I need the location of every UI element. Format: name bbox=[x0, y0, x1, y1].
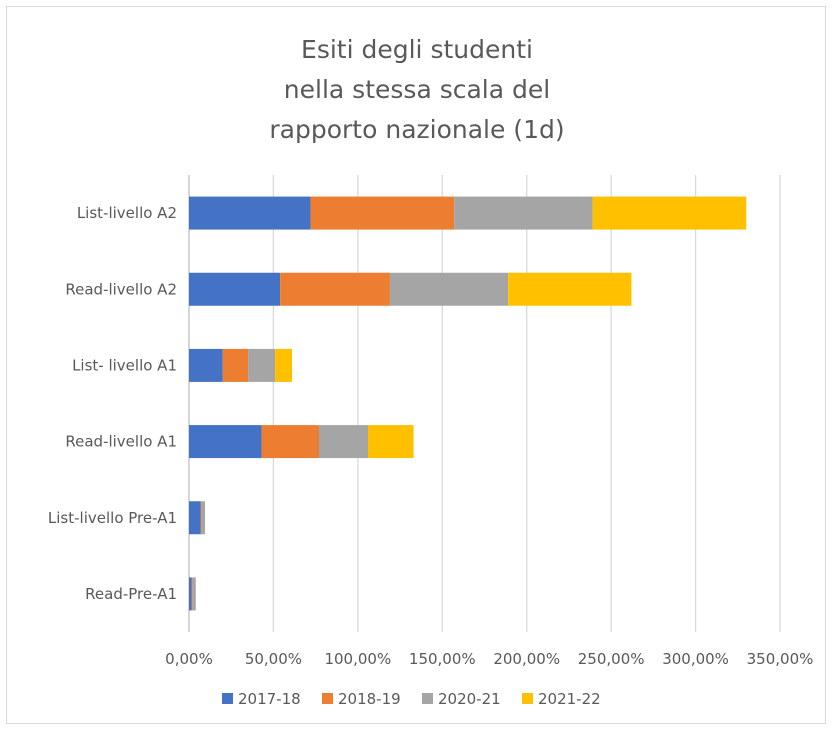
bar-segment bbox=[189, 272, 281, 306]
bar-segment bbox=[389, 272, 509, 306]
gridlines bbox=[188, 175, 781, 632]
bar-segment bbox=[275, 348, 293, 382]
legend-swatch bbox=[322, 693, 333, 704]
chart-title-line-3: rapporto nazionale (1d) bbox=[269, 115, 565, 144]
chart-title-line-1: Esiti degli studenti bbox=[301, 35, 533, 64]
bar-segment bbox=[189, 348, 223, 382]
category-label: List- livello A1 bbox=[72, 356, 177, 374]
bar-segment bbox=[192, 577, 196, 611]
category-label: List-livello A2 bbox=[77, 204, 177, 222]
bars bbox=[189, 196, 747, 611]
bar-segment bbox=[319, 425, 368, 459]
bar-segment bbox=[508, 272, 632, 306]
category-label: Read-Pre-A1 bbox=[85, 585, 177, 603]
bar-segment bbox=[191, 577, 193, 611]
x-tick-label: 150,00% bbox=[409, 650, 476, 668]
chart-title-line-2: nella stessa scala del bbox=[283, 75, 551, 104]
legend-label: 2017-18 bbox=[238, 690, 301, 708]
bar-segment bbox=[248, 348, 276, 382]
legend-label: 2018-19 bbox=[338, 690, 401, 708]
category-label: Read-livello A1 bbox=[65, 433, 177, 451]
x-tick-label: 100,00% bbox=[324, 650, 391, 668]
x-tick-label: 0,00% bbox=[165, 650, 213, 668]
chart-title: Esiti degli studenti nella stessa scala … bbox=[0, 30, 834, 150]
bar-segment bbox=[189, 425, 262, 459]
x-tick-label: 50,00% bbox=[245, 650, 302, 668]
bar-segment bbox=[222, 348, 249, 382]
x-tick-label: 250,00% bbox=[578, 650, 645, 668]
bar-segment bbox=[592, 196, 747, 230]
chart-frame bbox=[6, 6, 826, 724]
category-label: Read-livello A2 bbox=[65, 280, 177, 298]
legend-label: 2021-22 bbox=[538, 690, 601, 708]
bar-segment bbox=[189, 577, 192, 611]
bar-segment bbox=[454, 196, 593, 230]
bar-segment bbox=[261, 425, 320, 459]
legend-swatch bbox=[522, 693, 533, 704]
category-labels: List-livello A2 Read-livello A2 List- live… bbox=[48, 204, 177, 603]
category-label: List-livello Pre-A1 bbox=[48, 509, 177, 527]
bar-segment bbox=[367, 425, 414, 459]
x-tick-labels: 0,00% 50,00% 100,00% 150,00% 200,00% 250,00% 3… bbox=[165, 650, 813, 668]
bar-segment bbox=[280, 272, 390, 306]
legend-swatch bbox=[422, 693, 433, 704]
bar-segment bbox=[189, 196, 311, 230]
x-tick-label: 200,00% bbox=[493, 650, 560, 668]
legend-label: 2020-21 bbox=[438, 690, 501, 708]
bar-segment bbox=[310, 196, 455, 230]
bar-segment bbox=[201, 501, 206, 535]
x-tick-label: 350,00% bbox=[747, 650, 814, 668]
bar-segment bbox=[189, 501, 201, 535]
legend-swatch bbox=[222, 693, 233, 704]
bar-segment bbox=[200, 501, 202, 535]
x-tick-label: 300,00% bbox=[662, 650, 729, 668]
legend: 2017-18 2018-19 2020-21 2021-22 bbox=[222, 690, 601, 708]
